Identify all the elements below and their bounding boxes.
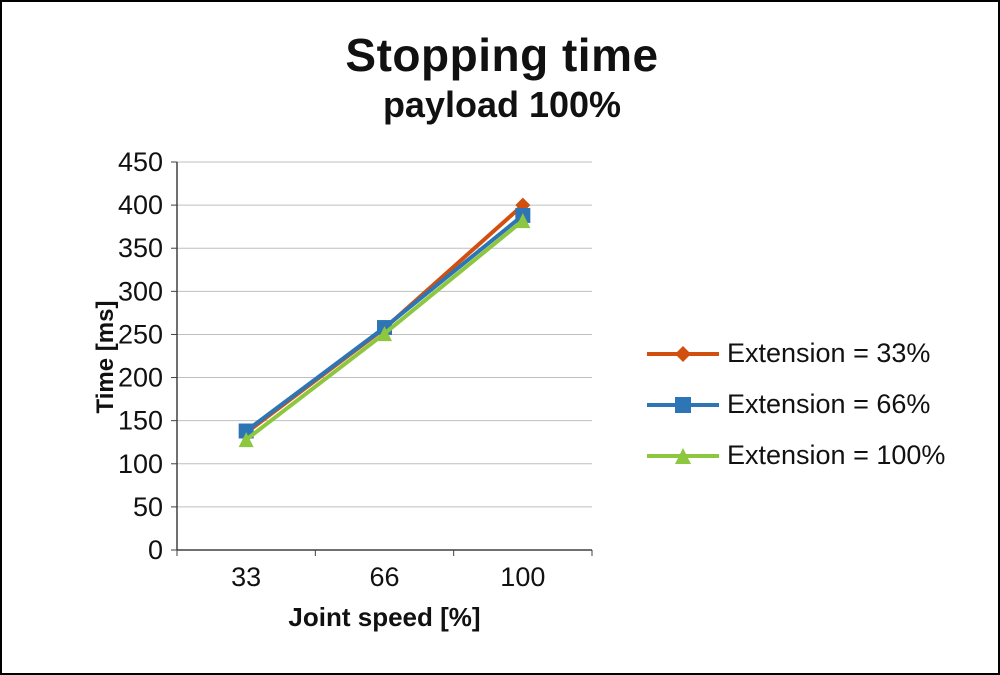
- legend: Extension = 33% Extension = 66% Extension …: [647, 338, 945, 471]
- diamond-marker-icon: [675, 345, 691, 362]
- triangle-marker-icon: [675, 447, 691, 464]
- legend-label: Extension = 100%: [727, 440, 946, 470]
- legend-label: Extension = 33%: [727, 338, 931, 368]
- triangle-marker-icon: [377, 326, 392, 342]
- x-tick-label: 66: [369, 562, 399, 592]
- legend-line-sample: [647, 396, 719, 413]
- y-tick-label: 350: [118, 233, 163, 263]
- legend-line-sample: [647, 447, 719, 464]
- square-marker-icon: [675, 396, 691, 413]
- x-tick-label: 100: [500, 562, 545, 592]
- y-axis-title: Time [ms]: [92, 300, 119, 414]
- legend-label: Extension = 66%: [727, 389, 931, 419]
- legend-item: Extension = 100%: [647, 440, 945, 471]
- y-tick-label: 150: [118, 406, 163, 436]
- y-tick-label: 250: [118, 319, 163, 349]
- y-tick-label: 0: [148, 535, 163, 565]
- triangle-marker-icon: [238, 432, 254, 448]
- x-tick-label: 33: [231, 562, 261, 592]
- x-axis-title: Joint speed [%]: [288, 602, 481, 632]
- y-tick-label: 200: [118, 363, 163, 393]
- y-tick-label: 100: [118, 449, 163, 479]
- legend-item: Extension = 66%: [647, 389, 945, 420]
- legend-line-sample: [647, 345, 719, 362]
- chart-subtitle: payload 100%: [382, 84, 622, 125]
- y-tick-label: 400: [118, 190, 163, 220]
- y-tick-label: 450: [118, 147, 163, 177]
- legend-item: Extension = 33%: [647, 338, 945, 369]
- chart-title: Stopping time: [345, 29, 659, 81]
- y-tick-label: 300: [118, 276, 163, 306]
- y-tick-label: 50: [133, 492, 163, 522]
- triangle-marker-icon: [515, 213, 531, 229]
